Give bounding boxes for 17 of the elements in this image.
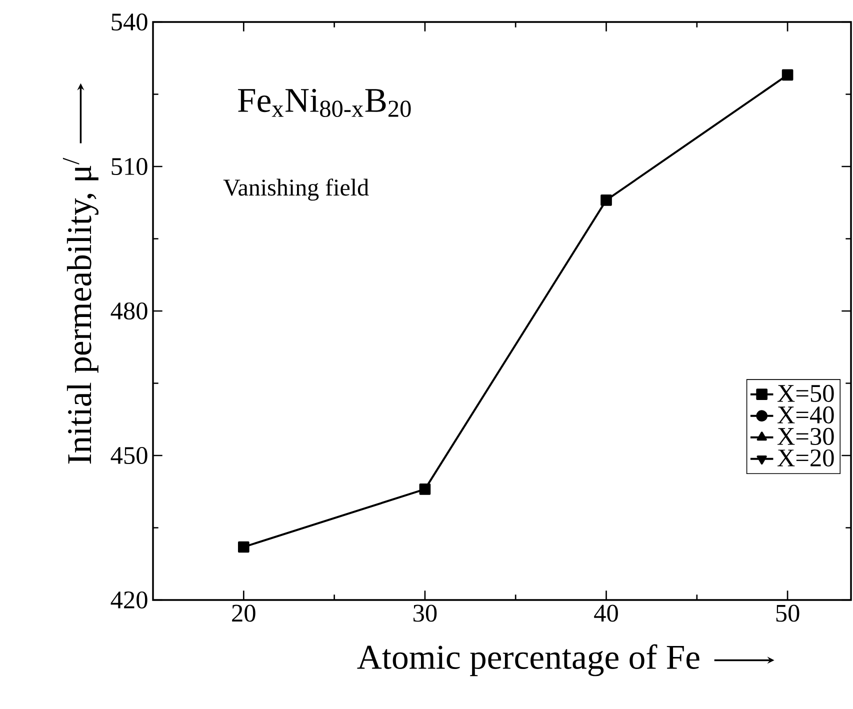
annotation: Vanishing field: [223, 178, 369, 201]
y-axis-title: Initial permeability, μ$^{/}$: [62, 158, 98, 464]
x-tick-label: 30: [414, 604, 437, 622]
legend-label: X=50: [777, 384, 834, 402]
x-tick-label: 50: [776, 604, 800, 622]
x-tick-label: 40: [594, 604, 618, 622]
y-tick-label: 480: [110, 302, 148, 320]
x-tick-label: 20: [232, 604, 256, 622]
legend-label: X=20: [777, 449, 834, 467]
y-tick-label: 510: [112, 158, 148, 176]
x-axis-title: Atomic percentage of Fe: [357, 644, 700, 676]
legend-label: X=40: [777, 406, 834, 424]
y-tick-label: 540: [112, 13, 148, 31]
legend-label: X=30: [777, 428, 834, 446]
annotation: Fe$_{x}$Ni$_{80-x}$B$_{20}$: [238, 88, 411, 117]
y-tick-label: 420: [110, 591, 148, 609]
y-tick-label: 450: [110, 446, 148, 464]
